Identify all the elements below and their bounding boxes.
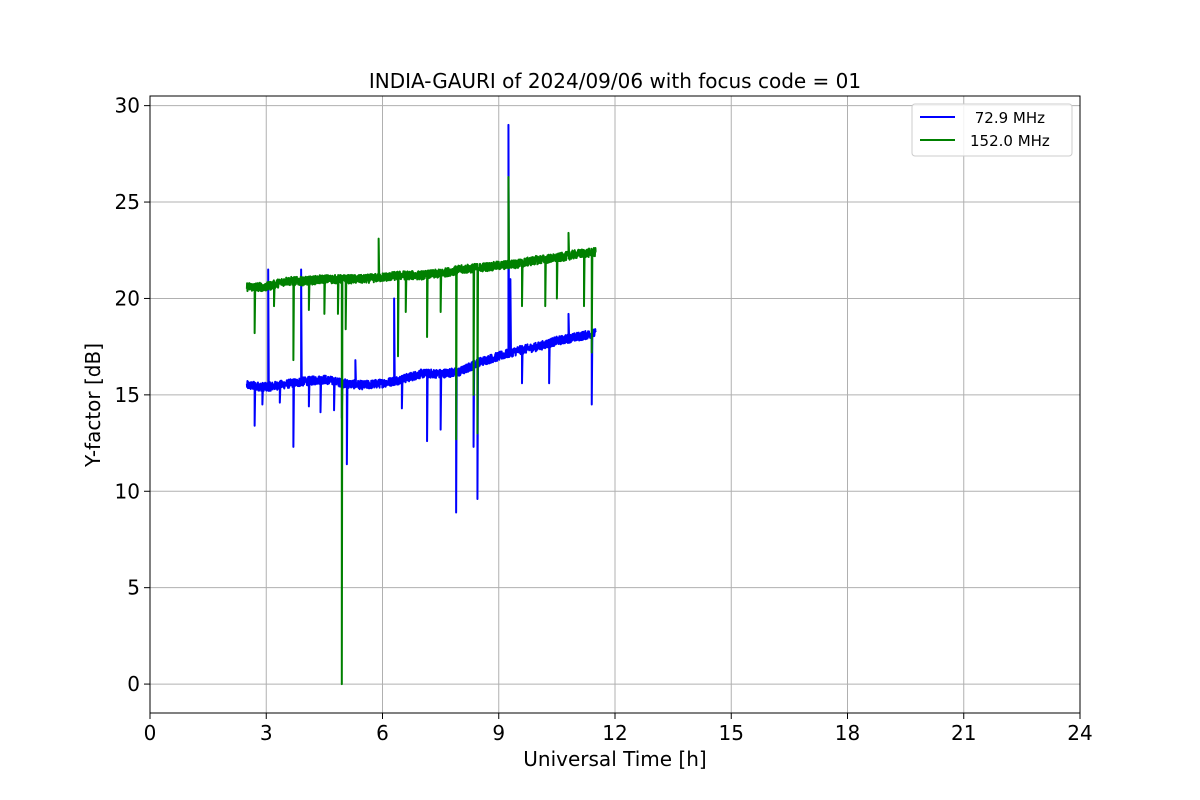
legend: 72.9 MHz 152.0 MHz [911,103,1073,157]
x-tick-label: 6 [376,721,389,745]
plot-series [245,123,597,686]
x-tick-label: 0 [144,721,157,745]
x-axis-label: Universal Time [h] [523,747,706,771]
series-line-1 [245,175,597,686]
y-tick-label: 25 [115,190,140,214]
legend-label-152-mhz: 152.0 MHz [970,132,1050,150]
y-tick-label: 15 [115,383,140,407]
y-tick-label: 10 [115,479,140,503]
x-tick-label: 3 [260,721,273,745]
y-tick-label: 0 [127,672,140,696]
series-line-0 [245,123,597,514]
x-tick-label: 18 [835,721,860,745]
axis-ticks: 0 3 6 9 12 15 18 21 24 0 5 10 15 20 25 30 [115,94,1093,745]
x-tick-label: 15 [719,721,744,745]
x-tick-label: 9 [492,721,505,745]
x-tick-label: 12 [602,721,627,745]
legend-label-72-9-mhz: 72.9 MHz [970,109,1045,127]
x-tick-label: 24 [1067,721,1092,745]
y-axis-label: Y-factor [dB] [81,343,105,468]
y-tick-label: 5 [127,576,140,600]
x-tick-label: 21 [951,721,976,745]
y-tick-label: 30 [115,94,140,118]
chart-title: INDIA-GAURI of 2024/09/06 with focus cod… [369,69,861,93]
y-tick-label: 20 [115,286,140,310]
